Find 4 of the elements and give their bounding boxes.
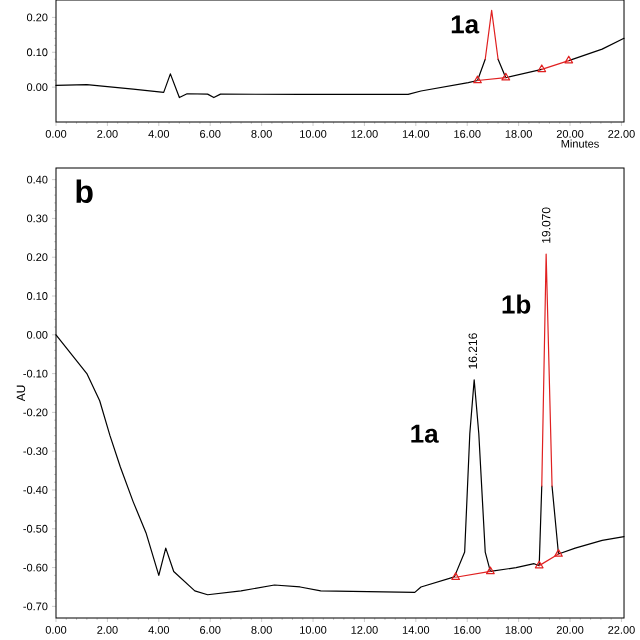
annotation: 1b <box>502 294 531 314</box>
annotation: 1a <box>411 424 439 443</box>
chart-title: b <box>76 179 93 204</box>
annotation: 1a <box>451 15 480 34</box>
